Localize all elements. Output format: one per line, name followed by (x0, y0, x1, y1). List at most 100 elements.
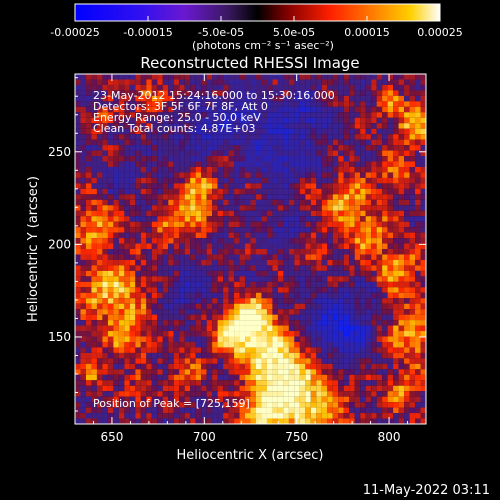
heatmap-cell (107, 314, 114, 321)
heatmap-cell (206, 134, 213, 140)
heatmap-cell (217, 331, 224, 337)
heatmap-cell (272, 188, 278, 195)
heatmap-cell (201, 123, 207, 129)
heatmap-cell (261, 303, 267, 310)
heatmap-cell (190, 95, 196, 102)
heatmap-cell (261, 352, 267, 359)
heatmap-cell (266, 385, 273, 392)
heatmap-cell (195, 90, 202, 96)
heatmap-cell (212, 369, 218, 375)
heatmap-cell (283, 396, 289, 403)
heatmap-cell (212, 216, 218, 222)
heatmap-cell (151, 309, 158, 315)
heatmap-cell (75, 177, 81, 184)
heatmap-cell (294, 199, 300, 206)
heatmap-cell (316, 199, 322, 206)
heatmap-cell (409, 314, 416, 321)
heatmap-cell (118, 287, 125, 293)
heatmap-cell (206, 221, 213, 228)
heatmap-cell (382, 205, 388, 211)
heatmap-cell (382, 380, 388, 386)
heatmap-cell (190, 363, 196, 370)
heatmap-cell (173, 270, 180, 277)
heatmap-cell (113, 320, 119, 326)
heatmap-cell (113, 139, 119, 146)
heatmap-cell (365, 139, 372, 146)
heatmap-cell (266, 298, 273, 304)
heatmap-cell (80, 363, 86, 370)
heatmap-cell (206, 128, 213, 135)
heatmap-cell (299, 188, 306, 195)
heatmap-cell (223, 254, 229, 260)
heatmap-cell (365, 238, 372, 244)
heatmap-cell (316, 374, 322, 381)
heatmap-cell (190, 358, 196, 364)
heatmap-cell (283, 281, 289, 288)
heatmap-cell (376, 358, 383, 364)
heatmap-cell (376, 276, 383, 282)
heatmap-cell (201, 210, 207, 217)
heatmap-cell (294, 227, 300, 233)
heatmap-cell (201, 287, 207, 293)
heatmap-cell (288, 166, 295, 173)
heatmap-cell (349, 309, 355, 315)
heatmap-cell (234, 363, 240, 370)
heatmap-cell (113, 347, 119, 353)
heatmap-cell (245, 325, 251, 332)
heatmap-cell (349, 347, 355, 353)
heatmap-cell (371, 161, 377, 167)
heatmap-cell (118, 112, 125, 118)
heatmap-cell (420, 232, 426, 239)
heatmap-cell (420, 183, 426, 189)
heatmap-cell (190, 161, 196, 167)
heatmap-cell (283, 336, 289, 342)
heatmap-cell (212, 396, 218, 403)
heatmap-cell (190, 303, 196, 310)
heatmap-cell (245, 369, 251, 375)
heatmap-cell (135, 320, 141, 326)
heatmap-cell (96, 281, 103, 288)
heatmap-cell (316, 380, 322, 386)
heatmap-cell (228, 227, 235, 233)
heatmap-cell (102, 210, 108, 217)
heatmap-cell (321, 374, 328, 381)
heatmap-cell (173, 331, 180, 337)
heatmap-cell (140, 90, 147, 96)
heatmap-cell (151, 369, 158, 375)
heatmap-cell (321, 385, 328, 392)
heatmap-cell (321, 84, 328, 91)
heatmap-cell (261, 309, 267, 315)
heatmap-cell (316, 358, 322, 364)
heatmap-cell (404, 374, 410, 381)
heatmap-cell (338, 391, 344, 397)
heatmap-cell (113, 172, 119, 178)
heatmap-cell (190, 194, 196, 200)
heatmap-cell (327, 139, 333, 146)
heatmap-cell (272, 298, 278, 304)
heatmap-cell (316, 259, 322, 266)
heatmap-cell (184, 254, 191, 260)
heatmap-cell (365, 331, 372, 337)
heatmap-cell (212, 341, 218, 348)
heatmap-cell (85, 221, 92, 228)
heatmap-cell (404, 385, 410, 392)
heatmap-cell (206, 402, 213, 408)
heatmap-cell (250, 402, 256, 408)
heatmap-cell (387, 90, 394, 96)
heatmap-cell (404, 331, 410, 337)
heatmap-cell (118, 106, 125, 113)
heatmap-cell (305, 183, 311, 189)
heatmap-cell (75, 380, 81, 386)
heatmap-cell (96, 243, 103, 250)
heatmap-cell (404, 112, 410, 118)
heatmap-cell (343, 243, 350, 250)
heatmap-cell (305, 205, 311, 211)
heatmap-cell (124, 227, 130, 233)
heatmap-cell (118, 380, 125, 386)
heatmap-cell (327, 221, 333, 228)
heatmap-cell (409, 396, 416, 403)
heatmap-cell (234, 287, 240, 293)
heatmap-cell (223, 161, 229, 167)
heatmap-cell (371, 106, 377, 113)
heatmap-cell (255, 358, 262, 364)
